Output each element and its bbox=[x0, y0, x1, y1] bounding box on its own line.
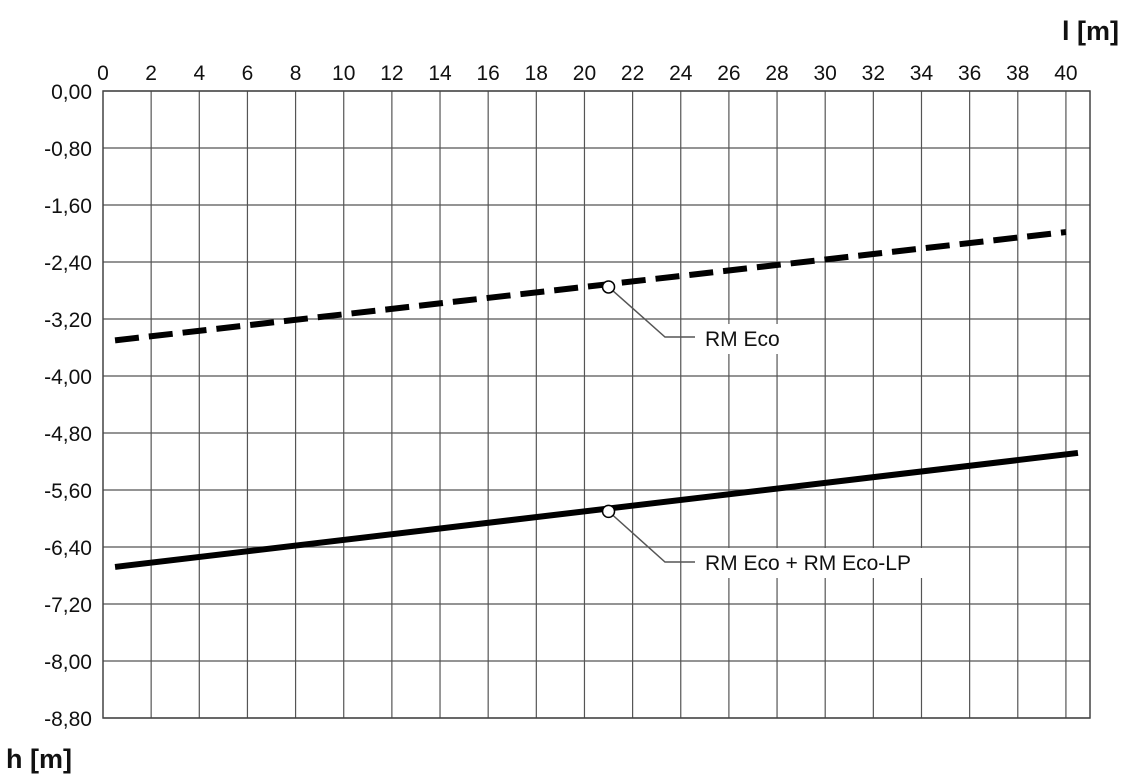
x-tick-label: 4 bbox=[193, 62, 205, 85]
series-line-2 bbox=[114, 449, 1079, 570]
x-tick-label: 32 bbox=[862, 62, 885, 85]
x-tick-label: 8 bbox=[290, 62, 302, 85]
callout-background bbox=[697, 548, 924, 578]
y-tick-label: -3,20 bbox=[44, 309, 92, 332]
callout-leader-line bbox=[608, 286, 695, 338]
y-tick-labels: 0,00 -0,80 -1,60 -2,40 -3,20 -4,00 -4,80 -5,60 -… bbox=[44, 81, 92, 731]
x-tick-label: 14 bbox=[428, 62, 452, 85]
y-tick-label: -4,80 bbox=[44, 423, 92, 446]
x-tick-label: 30 bbox=[814, 62, 837, 85]
x-tick-label: 38 bbox=[1006, 62, 1029, 85]
x-axis-label: l [m] bbox=[1062, 16, 1119, 46]
callout-background bbox=[697, 324, 782, 354]
plot-frame bbox=[102, 90, 1091, 719]
x-tick-label: 2 bbox=[145, 62, 157, 85]
y-tick-label: -8,00 bbox=[44, 651, 92, 674]
y-tick-label: -0,80 bbox=[44, 138, 92, 161]
x-tick-label: 24 bbox=[669, 62, 693, 85]
x-tick-label: 16 bbox=[476, 62, 499, 85]
grid-lines bbox=[102, 90, 1091, 719]
series-lines bbox=[114, 229, 1079, 570]
x-tick-label: 18 bbox=[525, 62, 548, 85]
x-tick-label: 6 bbox=[242, 62, 254, 85]
series-callout-label: RM Eco bbox=[705, 328, 780, 351]
series-marker-point bbox=[601, 280, 616, 294]
series-callout-label: RM Eco + RM Eco-LP bbox=[705, 552, 911, 575]
x-tick-label: 28 bbox=[765, 62, 788, 85]
series-marker-point bbox=[601, 504, 616, 519]
x-tick-label: 22 bbox=[621, 62, 644, 85]
x-tick-label: 34 bbox=[910, 62, 934, 85]
y-tick-label: -8,80 bbox=[44, 708, 92, 731]
y-tick-label: -4,00 bbox=[44, 366, 92, 389]
x-tick-label: 0 bbox=[97, 62, 109, 85]
y-tick-label: -6,40 bbox=[44, 537, 92, 560]
callouts: RM Eco RM Eco + RM Eco-LP bbox=[601, 280, 924, 578]
x-tick-label: 36 bbox=[958, 62, 981, 85]
x-tick-label: 10 bbox=[332, 62, 355, 85]
x-tick-labels: 0 2 4 6 8 10 12 14 16 18 20 22 24 26 28 30 32 34 36 38 40 bbox=[97, 62, 1077, 85]
y-tick-label: -7,20 bbox=[44, 594, 92, 617]
y-tick-label: -5,60 bbox=[44, 480, 92, 503]
y-tick-label: 0,00 bbox=[51, 81, 92, 104]
x-tick-label: 40 bbox=[1054, 62, 1077, 85]
y-tick-label: -1,60 bbox=[44, 195, 92, 218]
x-tick-label: 26 bbox=[717, 62, 740, 85]
callout-leader-line bbox=[608, 510, 695, 563]
series-line-1 bbox=[114, 229, 1067, 344]
x-tick-label: 12 bbox=[380, 62, 403, 85]
y-axis-label: h [m] bbox=[6, 744, 72, 774]
y-tick-label: -2,40 bbox=[44, 252, 92, 275]
x-tick-label: 20 bbox=[573, 62, 596, 85]
